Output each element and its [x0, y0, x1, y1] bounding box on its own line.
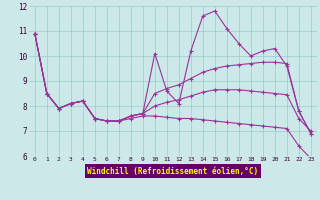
X-axis label: Windchill (Refroidissement éolien,°C): Windchill (Refroidissement éolien,°C)	[87, 167, 258, 176]
